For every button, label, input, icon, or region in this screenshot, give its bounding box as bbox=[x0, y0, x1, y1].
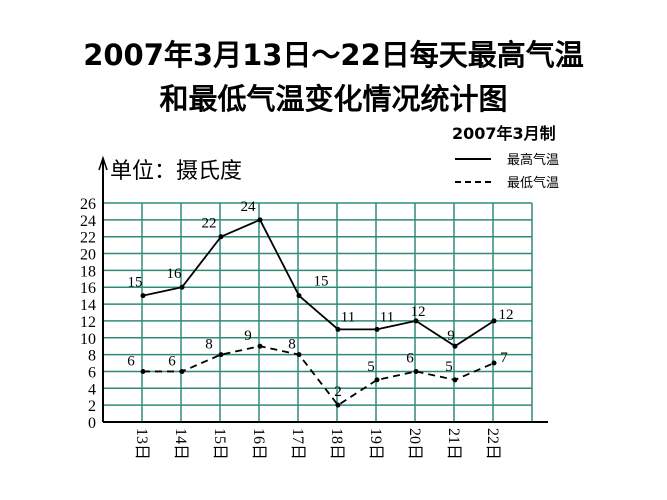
y-tick-label: 0 bbox=[88, 415, 96, 432]
min-temp-point bbox=[179, 368, 185, 374]
min-temp-point bbox=[491, 360, 497, 366]
y-axis-arrow-icon bbox=[98, 155, 108, 171]
data-label: 2 bbox=[334, 384, 342, 400]
data-label: 11 bbox=[380, 309, 394, 325]
x-tick-label: 17日 bbox=[289, 428, 306, 460]
min-temp-line bbox=[143, 345, 495, 407]
max-temp-point bbox=[257, 217, 263, 223]
chart-title-line2: 和最低气温变化情况统计图 bbox=[159, 82, 508, 116]
max-temp-line bbox=[142, 218, 495, 348]
min-temp-point bbox=[452, 377, 458, 383]
y-tick-label: 8 bbox=[88, 348, 96, 365]
x-tick-label: 13日 bbox=[133, 428, 150, 460]
y-tick-label: 10 bbox=[80, 331, 96, 348]
max-temp-point bbox=[335, 326, 341, 332]
data-label: 12 bbox=[499, 307, 514, 323]
legend-label-max: 最高气温 bbox=[507, 153, 560, 168]
data-label: 6 bbox=[168, 353, 176, 369]
y-tick-label: 22 bbox=[80, 230, 96, 247]
y-tick-label: 18 bbox=[80, 263, 96, 280]
legend-item-min: 最低气温 bbox=[455, 172, 559, 191]
data-label: 8 bbox=[205, 337, 213, 353]
data-label: 6 bbox=[127, 353, 135, 369]
data-label: 5 bbox=[445, 359, 453, 375]
y-tick-label: 20 bbox=[80, 247, 96, 264]
y-tick-label: 26 bbox=[80, 196, 96, 213]
data-label: 7 bbox=[500, 350, 508, 366]
x-tick-label: 18日 bbox=[328, 428, 345, 460]
legend-dashed-line bbox=[455, 180, 491, 183]
data-label: 11 bbox=[341, 309, 355, 325]
chart-title-line1: 2007年3月13日～22日每天最高气温 bbox=[83, 38, 584, 72]
max-temp-point bbox=[179, 284, 185, 290]
min-temp-point bbox=[335, 402, 341, 408]
min-temp-point bbox=[413, 368, 419, 374]
unit-label: 单位：摄氏度 bbox=[110, 159, 243, 184]
data-label: 15 bbox=[314, 274, 329, 290]
max-temp-point bbox=[374, 326, 380, 332]
legend-solid-line bbox=[455, 157, 491, 160]
y-tick-label: 6 bbox=[88, 364, 96, 381]
data-label: 15 bbox=[128, 275, 143, 291]
x-tick-label: 20日 bbox=[406, 428, 423, 460]
made-date: 2007年3月制 bbox=[452, 124, 556, 143]
data-label: 22 bbox=[202, 216, 217, 232]
y-tick-label: 24 bbox=[80, 213, 96, 230]
max-temp-point bbox=[413, 318, 419, 324]
max-temp-point bbox=[140, 293, 146, 299]
max-temp-point bbox=[452, 343, 458, 349]
min-temp-point bbox=[218, 352, 224, 358]
min-temp-point bbox=[296, 352, 302, 358]
y-tick-label: 16 bbox=[80, 280, 96, 297]
max-temp-point bbox=[491, 318, 497, 324]
data-label: 9 bbox=[447, 328, 455, 344]
data-label: 24 bbox=[241, 199, 257, 215]
min-temp-point bbox=[140, 368, 146, 374]
legend-label-min: 最低气温 bbox=[507, 176, 560, 191]
data-label: 6 bbox=[406, 350, 414, 366]
x-tick-label: 19日 bbox=[367, 428, 384, 460]
y-tick-label: 2 bbox=[88, 398, 96, 415]
max-temp-point bbox=[296, 293, 302, 299]
x-tick-label: 14日 bbox=[172, 428, 189, 460]
x-tick-label: 15日 bbox=[211, 428, 228, 460]
y-tick-label: 4 bbox=[88, 381, 96, 398]
x-tick-label: 22日 bbox=[484, 428, 501, 460]
data-label: 9 bbox=[244, 328, 252, 344]
y-tick-label: 12 bbox=[80, 314, 96, 331]
x-tick-label: 16日 bbox=[250, 428, 267, 460]
x-tick-label: 21日 bbox=[445, 428, 462, 460]
data-label: 16 bbox=[167, 266, 183, 282]
legend-item-max: 最高气温 bbox=[455, 149, 559, 168]
min-temp-point bbox=[374, 377, 380, 383]
min-temp-point bbox=[257, 343, 263, 349]
data-label: 12 bbox=[411, 304, 426, 320]
data-label: 5 bbox=[367, 359, 375, 375]
data-label: 8 bbox=[288, 337, 296, 353]
max-temp-point bbox=[218, 234, 224, 240]
y-tick-label: 14 bbox=[80, 297, 96, 314]
